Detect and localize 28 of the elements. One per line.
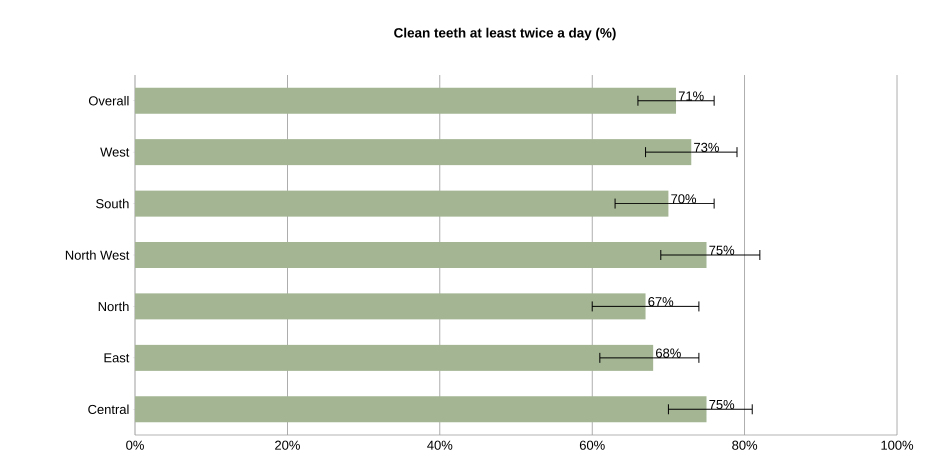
data-label: 71% <box>678 91 704 101</box>
bar <box>135 344 654 371</box>
y-tick-label: Central <box>88 404 128 414</box>
data-label: 67% <box>648 297 674 306</box>
y-tick-label: South <box>96 198 129 208</box>
bar <box>135 293 646 320</box>
data-label: 68% <box>656 348 681 358</box>
data-label: 75% <box>709 246 734 255</box>
data-label: 75% <box>709 400 734 410</box>
bar <box>135 139 692 166</box>
bar <box>135 396 707 422</box>
x-tick-label: 60% <box>580 440 605 450</box>
y-tick-label: Overall <box>88 96 128 106</box>
bar <box>135 88 676 114</box>
x-tick-label: 100% <box>881 440 914 450</box>
data-label: 73% <box>694 142 719 152</box>
y-tick-label: West <box>100 148 130 157</box>
y-tick-label: North West <box>66 250 130 260</box>
chart-title: Clean teeth at least twice a day (%) <box>394 28 616 40</box>
x-tick-label: 20% <box>275 440 300 450</box>
bar <box>135 242 707 268</box>
x-tick-label: 0% <box>126 440 144 450</box>
data-label: 70% <box>671 194 696 204</box>
y-tick-label: East <box>104 353 130 362</box>
y-tick-label: North <box>98 302 129 312</box>
x-tick-label: 80% <box>732 440 758 450</box>
x-tick-label: 40% <box>427 440 452 450</box>
bar <box>135 190 668 217</box>
